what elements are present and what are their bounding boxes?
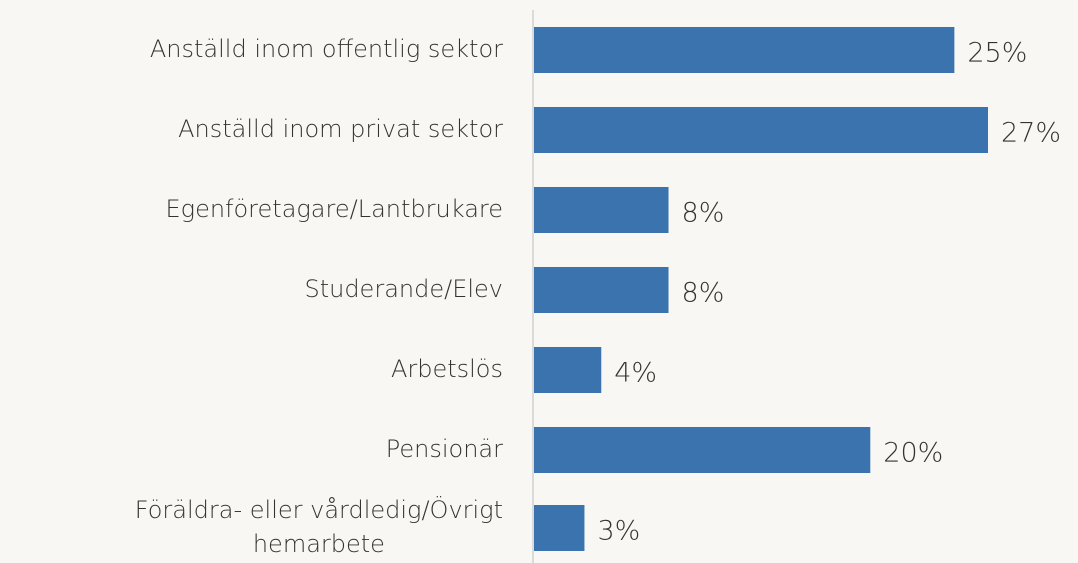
label-line: Föräldra- eller vårdledig/Övrigt bbox=[135, 494, 503, 524]
value-label: 4% bbox=[614, 358, 657, 389]
label-line: hemarbete bbox=[253, 530, 385, 558]
bar bbox=[534, 427, 871, 473]
bar bbox=[534, 267, 669, 313]
bar bbox=[534, 107, 988, 153]
bar bbox=[534, 347, 602, 393]
value-label: 20% bbox=[883, 438, 943, 469]
category-label: Arbetslös bbox=[391, 355, 503, 383]
value-label: 27% bbox=[1001, 118, 1061, 149]
value-label: 8% bbox=[682, 278, 725, 309]
category-label: Pensionär bbox=[386, 435, 503, 463]
value-label: 3% bbox=[597, 516, 640, 547]
category-label: Egenföretagare/Lantbrukare bbox=[166, 195, 504, 223]
value-label: 8% bbox=[682, 198, 725, 229]
category-label: Anställd inom privat sektor bbox=[178, 115, 503, 143]
bar bbox=[534, 187, 669, 233]
category-label: Studerande/Elev bbox=[304, 275, 503, 303]
category-label: Föräldra- eller vårdledig/Övrigt hemarbet… bbox=[135, 494, 503, 558]
value-label: 25% bbox=[967, 38, 1027, 69]
bar bbox=[534, 505, 585, 551]
bar bbox=[534, 27, 955, 73]
category-label: Anställd inom offentlig sektor bbox=[150, 35, 503, 63]
